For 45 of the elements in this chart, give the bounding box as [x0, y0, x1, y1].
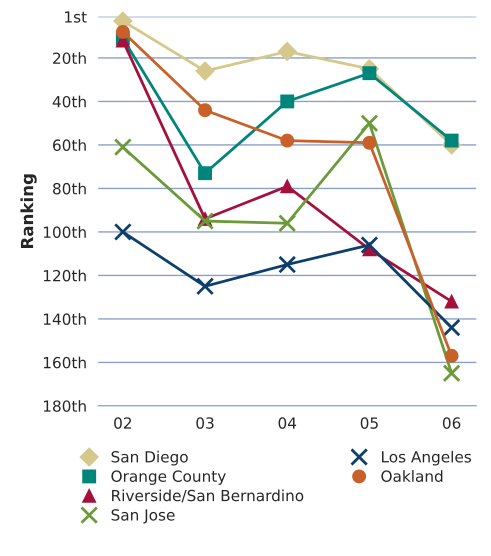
y-axis-title: Ranking	[20, 174, 37, 248]
y-tick-label: 120th	[44, 270, 86, 282]
point	[198, 103, 212, 118]
point	[442, 364, 461, 382]
point	[280, 94, 294, 108]
legend-label: Riverside/San Bernardino	[112, 490, 304, 503]
point	[198, 166, 212, 180]
point	[360, 236, 378, 254]
y-tick-label: 160th	[44, 356, 86, 368]
point	[196, 62, 215, 81]
point	[278, 214, 296, 232]
point	[442, 318, 461, 337]
legend-label: Oakland	[381, 470, 442, 482]
y-tick-label: 20th	[53, 52, 86, 64]
y-tick-label: 180th	[44, 400, 86, 412]
point	[444, 348, 459, 363]
y-tick-label: 60th	[53, 139, 86, 151]
x-tick-label: 05	[360, 417, 378, 429]
point	[114, 222, 132, 241]
y-tick-label: 1st	[65, 11, 87, 23]
point	[116, 24, 130, 39]
legend-label: San Jose	[112, 509, 175, 524]
y-tick-label: 80th	[53, 182, 86, 194]
legend-label: San Diego	[112, 450, 188, 466]
point	[444, 294, 459, 308]
x-tick-label: 02	[114, 417, 132, 429]
x-tick-label: 03	[196, 417, 214, 429]
point	[362, 136, 376, 150]
y-tick-label: 100th	[44, 226, 86, 238]
point	[444, 134, 459, 148]
point	[196, 277, 214, 296]
x-tick-label: 04	[278, 417, 296, 429]
point	[196, 212, 214, 230]
x-tick-label: 06	[442, 417, 460, 429]
point	[278, 42, 297, 62]
legend-label: Orange County	[111, 470, 226, 485]
y-tick-label: 140th	[44, 313, 86, 325]
y-tick-label: 40th	[52, 96, 86, 108]
point	[278, 256, 296, 274]
point	[362, 66, 376, 80]
point	[280, 134, 294, 148]
point	[280, 179, 294, 194]
point	[360, 114, 378, 132]
point	[114, 138, 132, 156]
legend-label: Los Angeles	[382, 450, 472, 466]
